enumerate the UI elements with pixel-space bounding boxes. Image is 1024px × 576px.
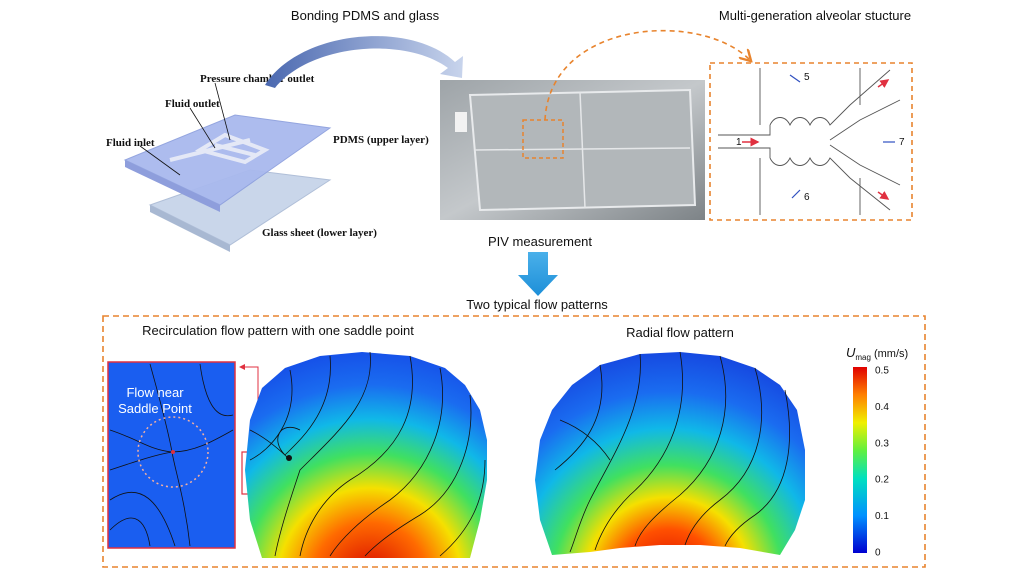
colorbar-title: Umag (mm/s) [846, 345, 908, 362]
colorbar-tick-label: 0 [875, 548, 881, 559]
label: Multi-generation alveolar stucture [719, 8, 911, 23]
inset-label: Flow near [126, 385, 184, 400]
label: Two typical flow patterns [466, 297, 608, 312]
colorbar-tick-label: 0.5 [875, 366, 889, 377]
label: Radial flow pattern [626, 325, 734, 340]
colorbar-scale [853, 367, 867, 553]
colorbar-tick-label: 0.3 [875, 438, 889, 449]
flow-field-radial [535, 351, 805, 555]
label: PIV measurement [488, 234, 592, 249]
number: 6 [804, 192, 810, 203]
alveolar-structure: 1 5 6 7 [709, 62, 913, 221]
number: 1 [736, 137, 742, 148]
dashed-connector [544, 29, 750, 121]
colorbar-tick-label: 0.2 [875, 475, 889, 486]
inset-label: Saddle Point [118, 401, 192, 416]
number: 5 [804, 72, 810, 83]
colorbar: Umag (mm/s) 0.5 0.4 0.3 0.2 0.1 0 [846, 345, 908, 559]
colorbar-subscript: mag [855, 353, 871, 362]
label: Fluid inlet [106, 137, 155, 149]
flow-field-recirculation [245, 351, 487, 558]
curved-arrow [265, 36, 463, 88]
device-illustration: Pressure chamber outlet Fluid outlet Flu… [106, 73, 429, 252]
label: PDMS (upper layer) [333, 134, 429, 146]
label: Glass sheet (lower layer) [262, 227, 377, 239]
device-photo [440, 80, 705, 220]
colorbar-tick-label: 0.4 [875, 402, 889, 413]
label: Recirculation flow pattern with one sadd… [142, 323, 414, 338]
label: Fluid outlet [165, 98, 220, 110]
colorbar-symbol: U [846, 345, 856, 360]
panel-frame [102, 315, 926, 568]
label: Bonding PDMS and glass [291, 8, 440, 23]
number: 7 [899, 137, 905, 148]
inset: Flow near Saddle Point [107, 361, 275, 549]
down-arrow [518, 252, 558, 296]
colorbar-tick-label: 0.1 [875, 511, 889, 522]
label: Pressure chamber outlet [200, 73, 315, 85]
colorbar-unit: (mm/s) [874, 348, 908, 360]
